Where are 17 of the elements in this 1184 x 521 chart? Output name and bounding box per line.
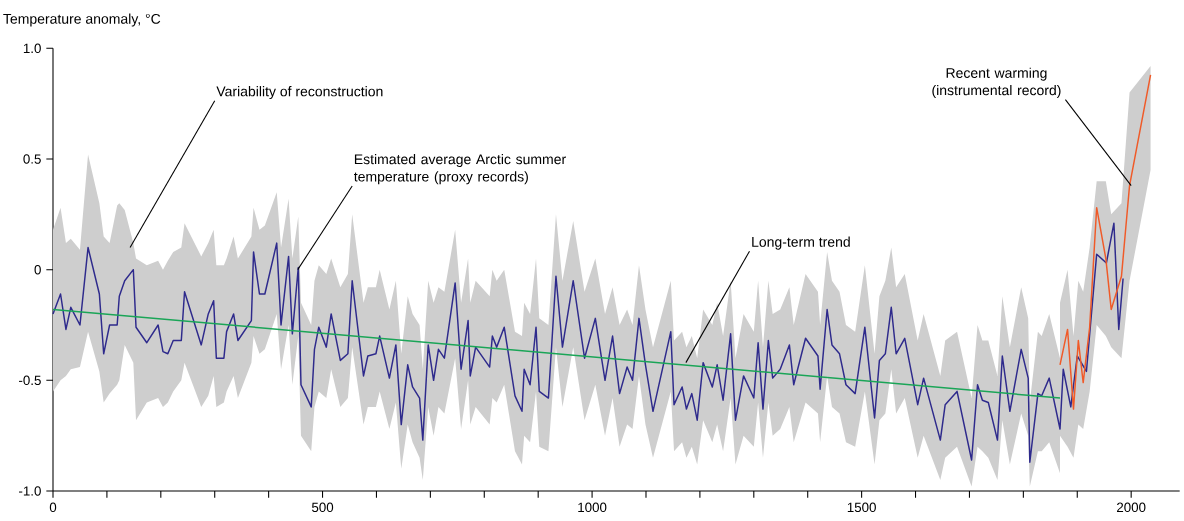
annotation: Long-term trend [752, 236, 850, 250]
annotation: Variability of reconstruction [216, 86, 383, 100]
line-series [1059, 74, 1152, 410]
y-tick-label: 1.0 [23, 43, 41, 54]
y-tick-label: -1.0 [19, 486, 41, 496]
x-tick-label: 2000 [1117, 502, 1146, 513]
y-tick-label: 0 [34, 264, 41, 275]
x-tick-label: 1000 [578, 502, 607, 513]
x-tick-label: 0 [49, 502, 57, 513]
y-tick-label: -0.5 [19, 375, 41, 386]
y-tick-label: 0.5 [23, 154, 41, 164]
x-tick-label: 1500 [847, 502, 876, 513]
annotation: Estimated average Arctic summer temperature (proxy records) [354, 153, 566, 185]
y-axis-title: Temperature anomaly, °C [3, 13, 161, 27]
line-series [52, 222, 1124, 463]
annotation: Recent warming (instrumental record) [932, 67, 1061, 99]
x-tick-label: 500 [311, 502, 334, 513]
